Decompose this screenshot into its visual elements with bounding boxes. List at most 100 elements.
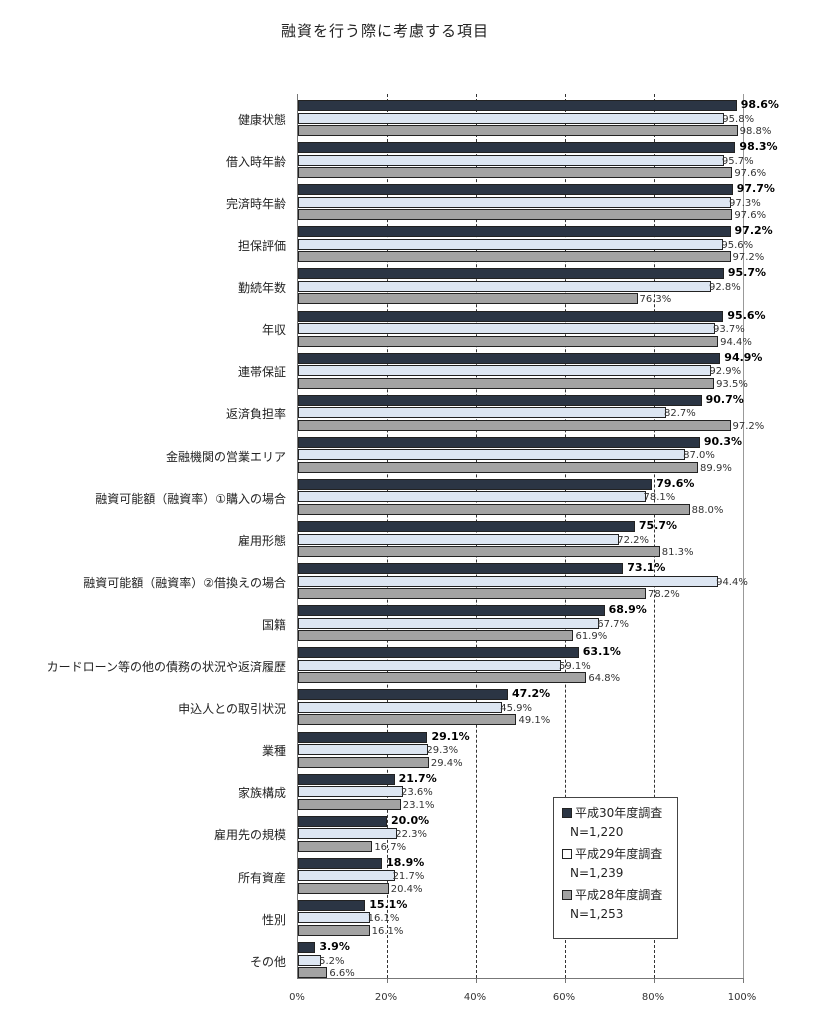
category-label: 所有資産 [237, 870, 286, 885]
category-label: 金融機関の営業エリア [165, 449, 286, 464]
bar-series-1 [298, 280, 711, 292]
plot-area: 98.6% 95.8% 98.8% 98.3% 95.7% 97.6% 97.7% 97.3%… [297, 94, 779, 983]
value-label: 93.7% [712, 324, 745, 335]
value-label: 95.7% [727, 266, 767, 280]
legend-item-h28: 平成28年度調査 N=1,253 [562, 886, 677, 921]
value-label: 94.9% [724, 350, 763, 364]
bar-series-0 [298, 142, 736, 154]
bar-series-0 [298, 815, 387, 827]
category-label: 完済時年齢 [225, 196, 286, 211]
bar-series-0 [298, 436, 700, 448]
bar-series-1 [298, 238, 724, 250]
bar-series-2 [298, 209, 733, 221]
value-label: 59.1% [558, 660, 591, 672]
bar-series-2 [298, 672, 587, 684]
value-label: 79.6% [656, 476, 695, 490]
value-label: 16.1% [371, 925, 404, 937]
value-label: 23.1% [402, 799, 435, 811]
category-label: 担保評価 [237, 239, 286, 254]
value-label: 64.8% [588, 673, 621, 685]
bar-series-0 [298, 184, 733, 196]
bar-series-2 [298, 756, 429, 768]
bar-series-1 [298, 659, 561, 671]
value-label: 95.6% [727, 308, 766, 322]
bar-series-0 [298, 857, 383, 869]
value-label: 6.6% [329, 968, 355, 979]
value-label: 29.1% [431, 729, 470, 743]
value-label: 16.1% [367, 913, 400, 925]
bar-series-2 [298, 798, 401, 810]
value-label: 76.3% [639, 294, 672, 306]
value-label: 72.2% [617, 534, 650, 546]
value-label: 5.2% [319, 955, 345, 967]
bar-series-2 [298, 419, 731, 431]
bar-series-1 [298, 701, 503, 713]
value-label: 98.8% [739, 126, 772, 137]
value-label: 67.7% [597, 618, 630, 630]
value-label: 78.2% [647, 589, 680, 601]
legend-swatch-light-icon [562, 848, 572, 859]
value-label: 98.6% [740, 98, 779, 111]
value-label: 89.9% [700, 462, 732, 474]
value-label: 15.1% [369, 897, 408, 911]
category-label: 雇用先の規模 [213, 828, 286, 843]
value-label: 78.1% [643, 492, 676, 504]
value-label: 47.2% [512, 687, 551, 701]
gridline-80 [654, 94, 655, 978]
bar-series-2 [298, 630, 574, 642]
value-label: 68.9% [608, 603, 647, 617]
bar-series-1 [298, 617, 600, 629]
value-label: 61.9% [575, 631, 608, 643]
category-label: カードローン等の他の債務の状況や返済履歴 [46, 660, 286, 675]
x-tick-label-40: 40% [463, 992, 487, 1003]
value-label: 22.3% [395, 829, 428, 841]
bar-series-0 [298, 773, 395, 785]
bar-series-2 [298, 882, 389, 894]
value-label: 97.3% [728, 197, 761, 209]
value-label: 81.3% [661, 547, 694, 558]
value-label: 18.9% [386, 855, 425, 869]
bar-series-2 [298, 924, 370, 936]
x-tick-label-0: 0% [289, 992, 305, 1003]
value-label: 20.0% [391, 813, 430, 827]
legend-n: N=1,253 [570, 907, 624, 921]
category-label: 健康状態 [237, 112, 286, 127]
legend-label: 平成29年度調査 [575, 847, 663, 861]
bar-series-1 [298, 449, 686, 461]
bar-series-0 [298, 689, 509, 701]
value-label: 21.7% [398, 771, 437, 785]
value-label: 97.2% [732, 252, 765, 264]
value-label: 63.1% [582, 645, 621, 659]
bar-series-2 [298, 293, 638, 305]
bar-series-2 [298, 840, 373, 852]
bar-series-2 [298, 167, 733, 179]
value-label: 29.4% [430, 757, 463, 769]
value-label: 21.7% [392, 871, 425, 883]
value-label: 49.1% [518, 715, 551, 727]
value-label: 95.7% [721, 155, 754, 167]
legend-label: 平成28年度調査 [575, 888, 663, 902]
bar-series-0 [298, 605, 605, 617]
value-label: 97.6% [734, 168, 767, 180]
bar-series-1 [298, 365, 712, 377]
bar-series-1 [298, 323, 715, 334]
value-label: 16.7% [374, 841, 407, 853]
category-label: 業種 [261, 744, 286, 759]
category-label: 融資可能額（融資率）②借換えの場合 [83, 575, 286, 590]
bar-series-0 [298, 310, 724, 322]
bar-series-1 [298, 196, 731, 208]
value-label: 94.4% [720, 336, 752, 348]
value-label: 98.3% [739, 140, 778, 154]
bar-series-2 [298, 335, 719, 347]
bar-series-1 [298, 112, 725, 124]
value-label: 94.4% [716, 576, 748, 588]
value-label: 97.2% [732, 420, 765, 432]
value-label: 3.9% [319, 940, 350, 953]
bar-series-2 [298, 503, 690, 515]
x-tick [476, 978, 477, 983]
x-tick-label-80: 80% [641, 992, 665, 1003]
bar-series-2 [298, 714, 517, 726]
bar-series-0 [298, 226, 731, 238]
bar-series-0 [298, 647, 579, 659]
legend-n: N=1,220 [570, 825, 624, 839]
